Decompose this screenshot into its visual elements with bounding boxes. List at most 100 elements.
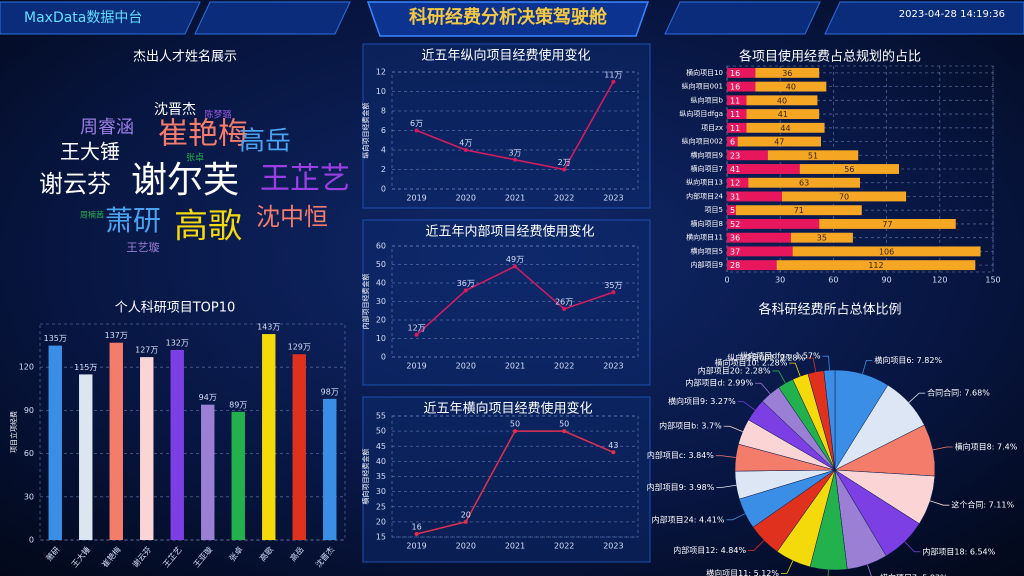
- x-tick-label: 2023: [603, 194, 623, 203]
- value-label: 36: [782, 69, 792, 78]
- x-tick-label: 0: [724, 276, 729, 285]
- y-tick-label: 0: [381, 353, 386, 362]
- leader-line: [789, 362, 801, 377]
- slice-label: 横向项目6: 7.82%: [874, 355, 942, 365]
- point: [463, 519, 468, 524]
- y-tick-label: 20: [376, 517, 386, 526]
- leader-line: [772, 370, 786, 384]
- bar-segment: [755, 81, 827, 92]
- leader-line: [748, 540, 765, 551]
- bar: [48, 345, 62, 540]
- point: [513, 264, 517, 269]
- leader-line: [807, 357, 817, 372]
- leader-line: [723, 425, 743, 432]
- value-label: 63: [799, 179, 809, 188]
- y-tick-label: 纵向项目dfga: [679, 109, 723, 118]
- chart-title: 个人科研项目TOP10: [115, 301, 236, 316]
- value-label: 106: [879, 247, 894, 256]
- y-tick-label: 10: [376, 87, 386, 96]
- value-label: 11: [730, 110, 740, 119]
- y-tick-label: 45: [376, 442, 386, 451]
- x-tick-label: 2023: [603, 542, 623, 551]
- chart-title: 近五年内部项目经费使用变化: [425, 224, 594, 240]
- y-tick-label: 30: [24, 492, 34, 501]
- y-tick-label: 纵向项目001: [682, 82, 723, 91]
- value-label: 16: [730, 69, 740, 78]
- bar: [201, 404, 215, 540]
- value-label: 41: [730, 165, 740, 174]
- y-tick-label: 60: [376, 242, 386, 251]
- bar: [262, 334, 276, 540]
- bar-segment: [746, 95, 818, 106]
- value-label: 6万: [410, 119, 423, 128]
- slice-label: 横向项目7: 5.83%: [880, 572, 948, 576]
- slice-label: 横向项目10: 2.28%: [714, 358, 787, 368]
- leader-line: [908, 392, 926, 403]
- value-label: 89万: [229, 400, 247, 409]
- bar: [109, 342, 123, 540]
- y-tick-label: 横向项目10: [686, 68, 723, 77]
- y-tick-label: 横向项目8: [691, 219, 723, 228]
- x-tick-label: 2020: [456, 362, 476, 371]
- slice-label: 这个合同: 7.11%: [951, 500, 1014, 510]
- value-label: 50: [510, 420, 520, 429]
- x-tick-label: 150: [985, 276, 1000, 285]
- bar-segment: [727, 122, 747, 133]
- value-label: 11: [730, 96, 740, 105]
- slice-label: 内部项目9: 3.98%: [647, 482, 715, 492]
- slice-label: 纵向项目001: 2.28%: [727, 353, 805, 363]
- value-label: 51: [808, 151, 818, 160]
- bar-segment: [727, 150, 768, 161]
- value-label: 50: [559, 420, 569, 429]
- slice-label: 合同合同: 7.68%: [927, 388, 990, 398]
- value-label: 94万: [199, 393, 217, 402]
- panel-title: 杰出人才姓名展示: [133, 49, 237, 65]
- value-label: 40: [786, 83, 796, 92]
- y-tick-label: 横向项目5: [691, 246, 723, 255]
- value-label: 23: [730, 151, 740, 160]
- bar-segment: [776, 260, 976, 271]
- bar: [140, 357, 154, 540]
- word: 沈中恒: [256, 203, 328, 231]
- leader-line: [755, 382, 771, 395]
- leader-line: [827, 569, 829, 576]
- slice-label: 内部项目12: 4.84%: [673, 545, 746, 555]
- leader-line: [781, 560, 794, 574]
- value-label: 47: [774, 138, 784, 147]
- y-tick-label: 12: [376, 68, 386, 77]
- y-tick-label: 40: [376, 457, 386, 466]
- word: 高歌: [174, 207, 242, 247]
- y-tick-label: 0: [29, 536, 34, 545]
- leader-line: [904, 541, 921, 553]
- panel: [362, 396, 651, 563]
- word: 谢云芬: [39, 170, 111, 198]
- value-label: 36: [730, 234, 740, 243]
- value-label: 11: [730, 124, 740, 133]
- value-label: 28: [730, 261, 740, 270]
- bar-segment: [727, 232, 791, 243]
- point: [414, 332, 419, 337]
- x-tick-label: 120: [932, 276, 947, 285]
- point: [414, 531, 419, 536]
- slice-label: 内部项目20: 2.28%: [698, 365, 771, 375]
- point: [513, 429, 517, 434]
- bar-segment: [748, 177, 860, 188]
- value-label: 26万: [555, 297, 573, 306]
- brand: MaxData数据中台: [24, 10, 142, 26]
- x-tick-label: 2021: [505, 542, 525, 551]
- point: [463, 148, 468, 152]
- value-label: 6: [730, 138, 735, 147]
- value-label: 12: [730, 179, 740, 188]
- leader-line: [726, 513, 746, 521]
- slice-label: 内部项目c: 3.84%: [647, 450, 714, 460]
- x-tick-label: 60: [828, 276, 838, 285]
- value-label: 77: [882, 220, 892, 229]
- point: [414, 128, 419, 133]
- slice-label: 内部项目24: 4.41%: [652, 514, 725, 524]
- value-label: 135万: [44, 334, 67, 343]
- pie-slice: [823, 369, 836, 471]
- y-tick-label: 50: [376, 260, 386, 269]
- y-tick-label: 20: [376, 316, 386, 325]
- word: 陈梦璐: [204, 109, 231, 121]
